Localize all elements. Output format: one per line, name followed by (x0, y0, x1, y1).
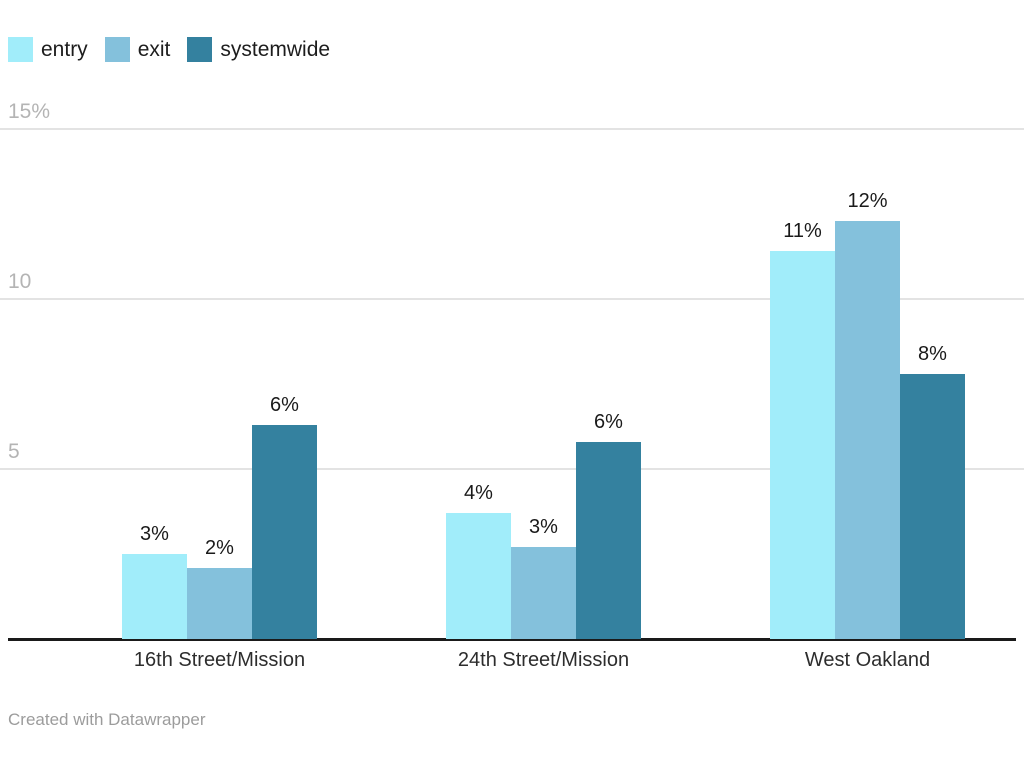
value-label-systemwide-west-oakland: 8% (918, 343, 947, 365)
bar-exit-24th-street-mission[interactable] (511, 547, 576, 639)
value-label-exit-west-oakland: 12% (847, 190, 888, 212)
legend-swatch-systemwide (187, 37, 213, 62)
bar-entry-24th-street-mission[interactable] (446, 513, 511, 639)
legend-label: exit (137, 38, 171, 61)
value-label-entry-24th-street-mission: 4% (464, 482, 493, 504)
gridline-5 (0, 468, 1024, 470)
datawrapper-credit-link[interactable]: Created with Datawrapper (8, 710, 206, 729)
bar-entry-west-oakland[interactable] (770, 251, 835, 639)
x-axis-line (8, 638, 1016, 641)
gridline-10 (0, 298, 1024, 300)
x-axis-label-16th-street-mission: 16th Street/Mission (133, 649, 306, 671)
legend-swatch-entry (8, 37, 33, 62)
bar-systemwide-west-oakland[interactable] (900, 374, 965, 639)
legend-item-entry: entry (8, 37, 88, 62)
legend-item-exit: exit (104, 37, 171, 62)
value-label-entry-16th-street-mission: 3% (140, 523, 169, 545)
bar-exit-16th-street-mission[interactable] (187, 568, 252, 639)
bar-exit-west-oakland[interactable] (835, 221, 900, 639)
legend: entry exit systemwide (8, 37, 330, 62)
x-axis-label-24th-street-mission: 24th Street/Mission (457, 649, 630, 671)
x-axis-label-west-oakland: West Oakland (804, 649, 931, 671)
bar-systemwide-16th-street-mission[interactable] (252, 425, 317, 639)
value-label-exit-24th-street-mission: 3% (529, 516, 558, 538)
value-label-exit-16th-street-mission: 2% (205, 537, 234, 559)
value-label-entry-west-oakland: 11% (783, 220, 822, 242)
y-tick-label-5: 5 (8, 440, 20, 463)
legend-item-systemwide: systemwide (187, 37, 330, 62)
bar-systemwide-24th-street-mission[interactable] (576, 442, 641, 639)
value-label-systemwide-16th-street-mission: 6% (270, 394, 299, 416)
y-tick-label-10: 10 (8, 270, 32, 293)
gridline-15 (0, 128, 1024, 130)
legend-label: systemwide (220, 38, 331, 61)
value-label-systemwide-24th-street-mission: 6% (594, 411, 623, 433)
legend-label: entry (41, 38, 88, 61)
legend-swatch-exit (104, 37, 130, 62)
bar-entry-16th-street-mission[interactable] (122, 554, 187, 639)
y-tick-label-15: 15% (8, 100, 51, 123)
